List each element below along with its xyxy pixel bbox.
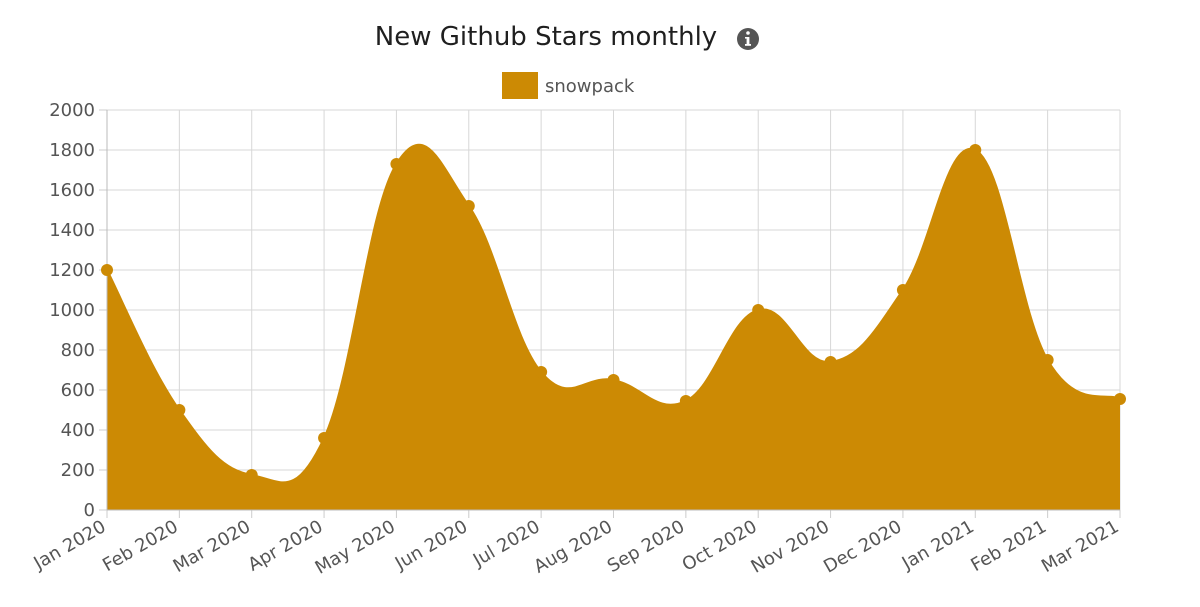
x-tick-label: Jun 2020 — [391, 516, 471, 575]
y-tick-label: 1000 — [49, 300, 95, 321]
y-tick-label: 2000 — [49, 100, 95, 121]
y-axis-ticks: 0 200 400 600 800 1000 1200 1400 1600 1800 2000 — [49, 100, 95, 521]
data-point[interactable] — [390, 158, 403, 170]
data-point[interactable] — [679, 395, 692, 407]
y-tick-label: 800 — [61, 340, 95, 361]
data-point[interactable] — [318, 432, 331, 444]
legend-label-snowpack: snowpack — [545, 76, 635, 97]
x-tick-label: Dec 2020 — [820, 516, 905, 577]
x-tick-label: Sep 2020 — [604, 516, 689, 577]
y-tick-label: 1200 — [49, 260, 95, 281]
x-tick-label: Oct 2020 — [679, 516, 761, 576]
x-tick-label: Nov 2020 — [748, 516, 834, 578]
series-area-layer — [106, 143, 1121, 511]
series-line-snowpack — [106, 143, 1121, 484]
info-icon[interactable] — [737, 28, 759, 50]
data-point[interactable] — [535, 366, 548, 378]
y-tick-label: 1400 — [49, 220, 95, 241]
axes — [99, 109, 1121, 518]
chart-title: New Github Stars monthly — [375, 22, 717, 52]
x-tick-label: Aug 2020 — [530, 516, 616, 578]
series-area-snowpack[interactable] — [107, 144, 1120, 511]
y-tick-label: 1800 — [49, 140, 95, 161]
x-tick-label: May 2020 — [312, 516, 399, 579]
data-point[interactable] — [824, 356, 837, 368]
x-tick-label: Jan 2020 — [29, 516, 109, 574]
x-tick-label: Jan 2021 — [898, 516, 978, 574]
data-point[interactable] — [1041, 354, 1054, 366]
x-tick-label: Feb 2021 — [967, 516, 1050, 576]
data-point[interactable] — [245, 469, 258, 481]
data-point[interactable] — [173, 404, 186, 416]
data-point[interactable] — [101, 264, 113, 276]
x-tick-label: Mar 2021 — [1038, 516, 1123, 577]
x-tick-label: Mar 2020 — [170, 516, 255, 577]
data-point[interactable] — [1114, 393, 1126, 405]
data-point[interactable] — [896, 284, 909, 296]
y-tick-label: 0 — [84, 500, 95, 521]
y-tick-label: 600 — [61, 380, 95, 401]
data-point[interactable] — [462, 200, 475, 212]
x-tick-label: Feb 2020 — [99, 516, 182, 576]
legend: snowpack — [502, 72, 635, 99]
data-point[interactable] — [752, 304, 765, 316]
data-points — [101, 144, 1126, 481]
legend-swatch-snowpack[interactable] — [502, 72, 538, 99]
y-tick-label: 1600 — [49, 180, 95, 201]
data-point[interactable] — [607, 374, 620, 386]
y-tick-label: 200 — [61, 460, 95, 481]
y-tick-label: 400 — [61, 420, 95, 441]
data-point[interactable] — [969, 144, 982, 156]
